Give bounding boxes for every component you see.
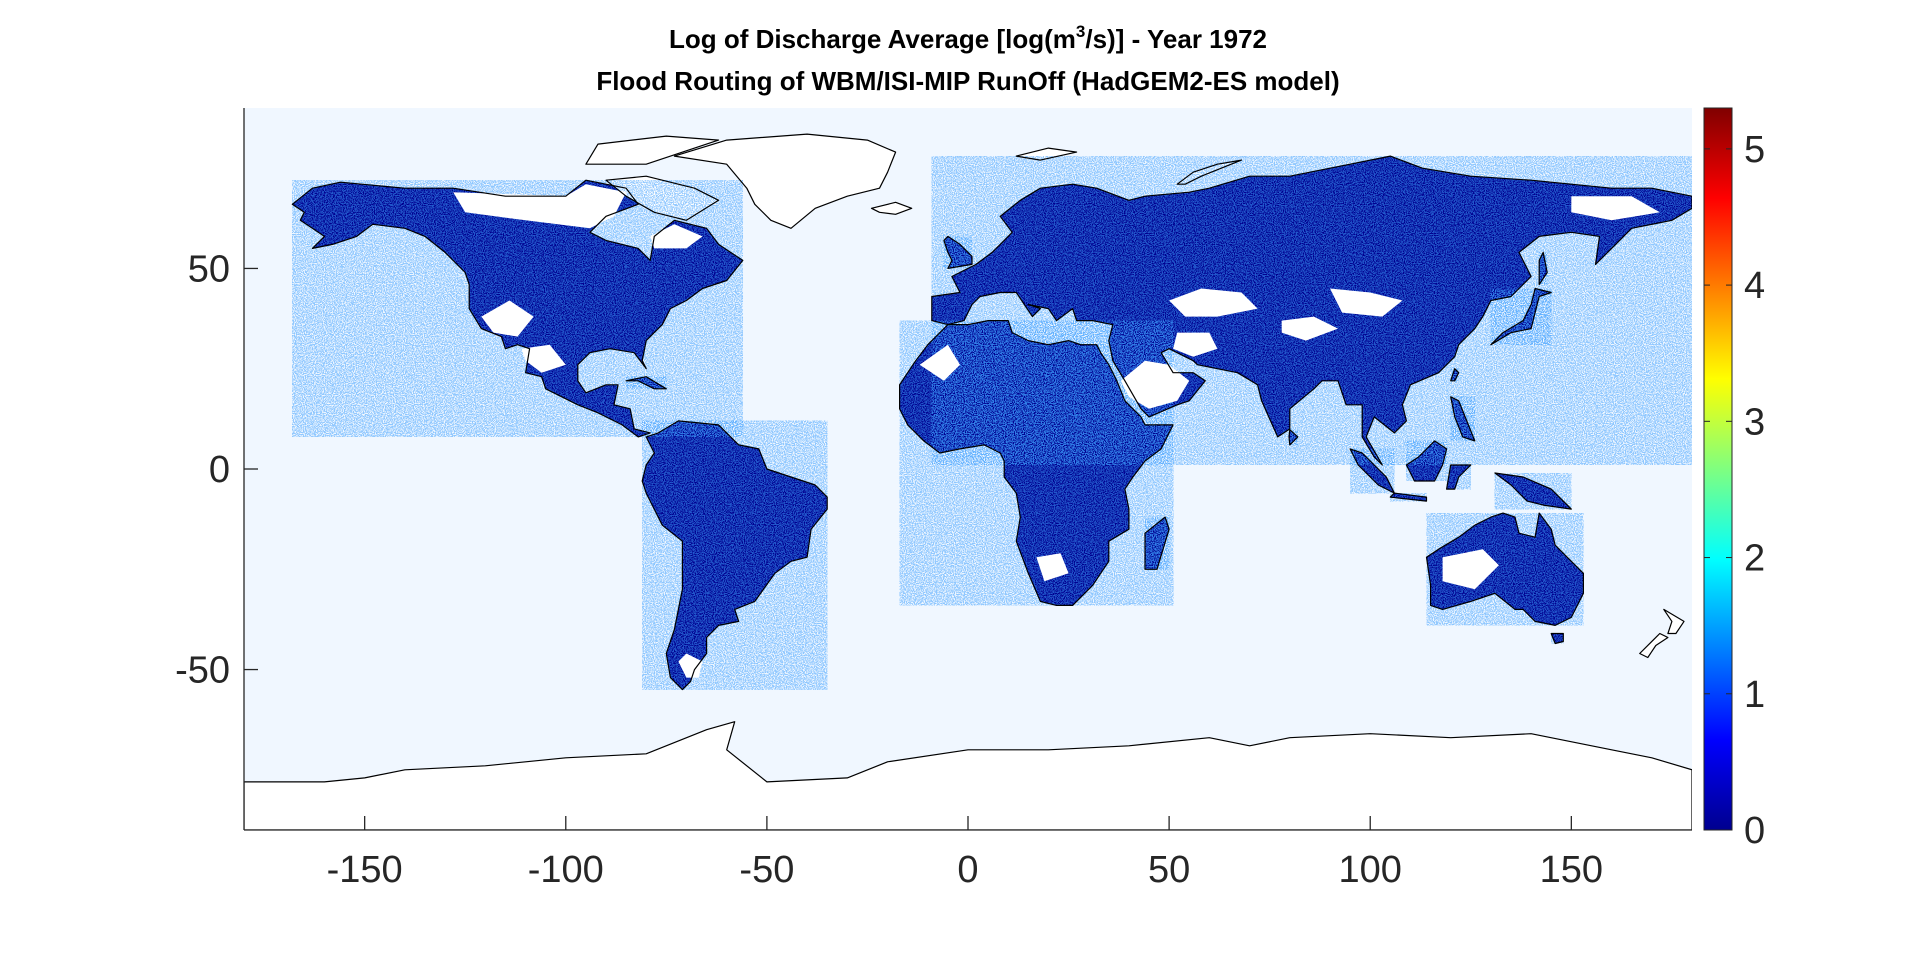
us-west-no-data (481, 300, 534, 337)
chart-title: Log of Discharge Average [log(m3/s)] - Y… (669, 22, 1267, 54)
mexico-north-no-data (521, 344, 566, 373)
philippines-coastline (1450, 396, 1476, 442)
sakhalin-discharge (1539, 252, 1548, 285)
colorbar (1703, 107, 1733, 831)
novaya-zemlya-coastline (1176, 159, 1243, 185)
central-asia-no-data (1169, 288, 1258, 317)
iceland-coastline (870, 201, 913, 215)
sakhalin-coastline (1538, 251, 1548, 286)
uk-discharge (943, 236, 972, 269)
cuba-discharge (626, 376, 667, 389)
gobi-no-data (1330, 288, 1403, 317)
kalahari-no-data (1036, 553, 1069, 582)
antarctica-coastline (244, 721, 1692, 830)
sulawesi-discharge (1446, 465, 1471, 490)
philippines-discharge (1450, 396, 1475, 441)
new-guinea-coastline (1494, 472, 1572, 510)
tasmania-coastline (1550, 632, 1564, 645)
new-zealand-s-land (1639, 633, 1668, 658)
antarctica-land (244, 721, 1692, 830)
greenland-land (674, 134, 896, 229)
svalbard-land (1016, 148, 1077, 161)
cuba-coastline (625, 376, 667, 390)
australia-west-no-data (1442, 549, 1499, 590)
tibet-west-no-data (1281, 316, 1338, 341)
java-coastline (1389, 492, 1428, 502)
north-america-coastline (291, 179, 744, 438)
sri-lanka-discharge (1289, 429, 1298, 445)
ellesmere-land (585, 136, 719, 165)
colorbar-tick-label: 5 (1744, 129, 1765, 171)
x-tick-label: 0 (957, 849, 978, 891)
eurasia-coastline (931, 155, 1692, 466)
y-tick-label: 0 (209, 449, 230, 491)
sri-lanka-coastline (1288, 429, 1299, 446)
x-tick-label: -100 (528, 849, 604, 891)
eurasia-discharge (931, 156, 1692, 465)
colorbar-ticks: 0 1 2 3 4 5 (1704, 129, 1765, 852)
new-zealand-n-land (1663, 609, 1684, 634)
colorbar-tick-label: 4 (1744, 265, 1765, 307)
patagonia-no-data (678, 653, 703, 678)
colorbar-tick-label: 2 (1744, 538, 1765, 580)
ellesmere-coastline (585, 135, 720, 165)
borneo-coastline (1405, 440, 1448, 482)
coastlines (244, 133, 1692, 830)
x-tick-label: -150 (327, 849, 403, 891)
sulawesi-coastline (1446, 464, 1472, 490)
colorbar-tick-label: 3 (1744, 401, 1765, 443)
taiwan-discharge (1450, 368, 1459, 381)
africa-discharge (899, 320, 1174, 606)
java-discharge (1390, 493, 1427, 502)
baffin-coastline (605, 175, 720, 221)
new-guinea-discharge (1494, 473, 1572, 510)
colorbar-tick-label: 0 (1744, 810, 1765, 852)
madagascar-coastline (1144, 516, 1170, 570)
x-tick-label: 100 (1339, 849, 1402, 891)
greenland-coastline (673, 133, 897, 229)
taiwan-coastline (1450, 368, 1460, 382)
australia-discharge (1426, 513, 1584, 626)
new-zealand-s-coastline (1639, 632, 1669, 659)
russia-far-east-no-data (1571, 196, 1660, 221)
iran-no-data (1173, 332, 1218, 357)
colorbar-tick-label: 1 (1744, 674, 1765, 716)
japan-discharge (1490, 288, 1552, 345)
arabia-no-data (1120, 360, 1190, 409)
africa-coastline (899, 320, 1174, 606)
x-tick-label: 50 (1148, 849, 1190, 891)
madagascar-discharge (1145, 517, 1170, 570)
japan-coastline (1490, 287, 1552, 346)
iceland-land (871, 202, 912, 215)
new-zealand-n-coastline (1663, 608, 1685, 635)
y-tick-label: -50 (175, 650, 230, 692)
y-axis-ticks: -50 0 50 (175, 248, 258, 692)
chart-subtitle: Flood Routing of WBM/ISI-MIP RunOff (Had… (596, 66, 1339, 96)
borneo-discharge (1406, 440, 1447, 481)
x-tick-label: 150 (1540, 849, 1603, 891)
south-america-coastline (641, 420, 828, 691)
sumatra-discharge (1350, 448, 1395, 494)
south-america-discharge (642, 420, 828, 690)
australia-coastline (1425, 512, 1584, 626)
hudson-east-no-data (650, 224, 703, 249)
sahara-west-no-data (919, 344, 960, 381)
uk-coastline (943, 235, 973, 269)
x-tick-label: -50 (739, 849, 794, 891)
y-tick-label: 50 (188, 248, 230, 290)
x-axis-ticks: -150 -100 -50 0 50 100 150 (327, 816, 1603, 891)
svalbard-coastline (1015, 147, 1078, 161)
